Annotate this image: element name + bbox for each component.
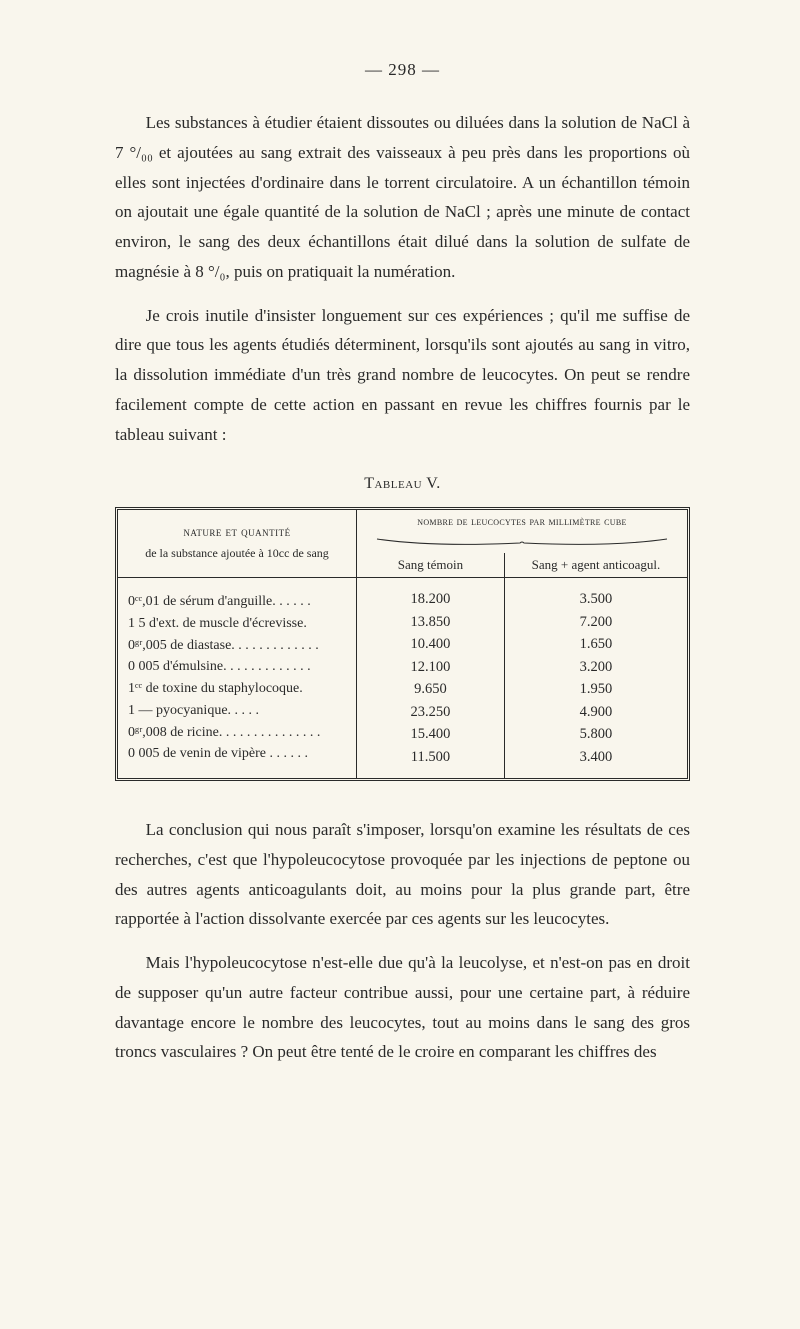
col-header-nature-top: nature et quantité [126,519,348,540]
col-header-leucocytes: nombre de leucocytes par millimètre cube [357,510,687,533]
paragraph-4: Mais l'hypoleucocytose n'est-elle due qu… [115,948,690,1067]
table-body: 0ᶜᶜ,01 de sérum d'anguille. . . . . .1 5… [118,578,687,778]
paragraph-2: Je crois inutile d'insister longuement s… [115,301,690,450]
page-body: — 298 — Les substances à étudier étaient… [0,0,800,1131]
page-number: — 298 — [115,60,690,80]
table-title: Tableau V. [115,475,690,493]
leukocyte-table: nature et quantité de la substance ajout… [115,507,690,781]
table-spacer [115,781,690,815]
col-agent-values: 3.5007.2001.6503.2001.9504.9005.8003.400 [505,578,687,778]
row-labels: 0ᶜᶜ,01 de sérum d'anguille. . . . . .1 5… [118,578,357,778]
brace-icon [372,537,672,549]
col-header-nature: nature et quantité de la substance ajout… [118,510,357,578]
col-header-temoin: Sang témoin [357,553,505,578]
paragraph-1: Les substances à étudier étaient dissout… [115,108,690,287]
col-header-agent: Sang + agent anticoagul. [505,553,687,578]
paragraph-3: La conclusion qui nous paraît s'imposer,… [115,815,690,934]
brace-cell [357,533,687,553]
col-temoin-values: 18.20013.85010.40012.1009.65023.25015.40… [357,578,505,778]
table-head: nature et quantité de la substance ajout… [118,510,687,578]
col-header-nature-bottom: de la substance ajoutée à 10cc de sang [126,540,348,569]
